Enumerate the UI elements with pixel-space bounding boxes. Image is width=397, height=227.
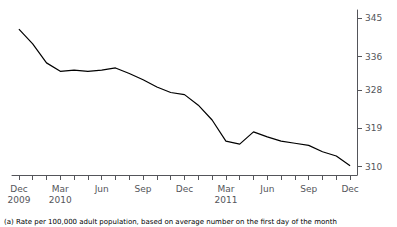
svg-text:310: 310 [365,162,382,172]
svg-text:Jun: Jun [259,184,274,194]
svg-text:Sep: Sep [135,184,152,194]
svg-text:Dec: Dec [176,184,193,194]
svg-text:328: 328 [365,85,382,95]
svg-text:2009: 2009 [7,195,30,205]
svg-text:Dec: Dec [10,184,27,194]
svg-text:(a) Rate per 100,000 adult pop: (a) Rate per 100,000 adult population, b… [4,218,337,226]
svg-text:Mar: Mar [217,184,234,194]
svg-text:2010: 2010 [49,195,72,205]
svg-text:336: 336 [365,52,382,62]
svg-text:Dec: Dec [341,184,358,194]
svg-text:Jun: Jun [94,184,109,194]
svg-text:319: 319 [365,123,382,133]
svg-text:2011: 2011 [214,195,237,205]
svg-text:Sep: Sep [300,184,317,194]
svg-text:Mar: Mar [52,184,69,194]
svg-text:345: 345 [365,13,382,23]
